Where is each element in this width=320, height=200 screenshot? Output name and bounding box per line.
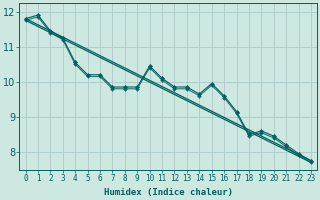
X-axis label: Humidex (Indice chaleur): Humidex (Indice chaleur) — [104, 188, 233, 197]
